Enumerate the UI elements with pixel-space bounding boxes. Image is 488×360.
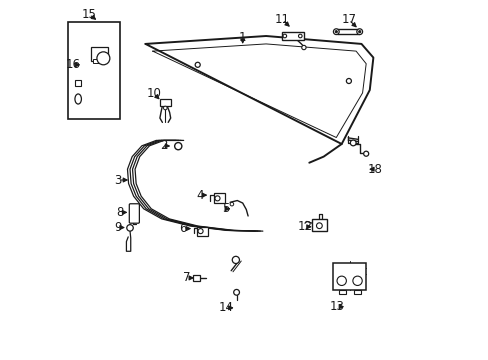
Circle shape xyxy=(195,62,200,67)
Text: 5: 5 xyxy=(222,202,229,215)
Bar xyxy=(197,227,207,236)
Circle shape xyxy=(349,140,355,146)
Circle shape xyxy=(174,143,182,150)
Circle shape xyxy=(230,202,233,206)
Text: 18: 18 xyxy=(366,163,382,176)
Text: 12: 12 xyxy=(297,220,312,233)
Circle shape xyxy=(215,196,220,201)
Bar xyxy=(282,32,303,40)
Bar xyxy=(333,263,365,290)
Circle shape xyxy=(358,31,360,33)
Circle shape xyxy=(356,29,362,35)
Bar xyxy=(353,290,361,294)
FancyBboxPatch shape xyxy=(129,204,139,223)
Bar xyxy=(93,59,100,63)
Bar xyxy=(68,22,120,119)
Circle shape xyxy=(163,106,167,110)
Bar xyxy=(91,47,107,61)
Circle shape xyxy=(316,223,322,229)
Text: 11: 11 xyxy=(274,13,289,26)
Text: 16: 16 xyxy=(66,58,81,71)
Text: 1: 1 xyxy=(239,31,246,44)
Bar xyxy=(338,290,346,294)
Circle shape xyxy=(333,29,339,35)
Circle shape xyxy=(298,34,302,38)
Circle shape xyxy=(346,78,351,84)
Bar xyxy=(337,29,358,34)
Circle shape xyxy=(198,229,203,234)
Circle shape xyxy=(126,225,133,231)
Text: 14: 14 xyxy=(219,301,234,314)
Bar xyxy=(193,275,200,281)
Circle shape xyxy=(97,52,110,65)
Bar xyxy=(311,219,326,231)
Text: 2: 2 xyxy=(160,139,167,152)
Text: 4: 4 xyxy=(197,189,204,202)
Text: 7: 7 xyxy=(183,271,190,284)
Ellipse shape xyxy=(75,94,81,104)
Text: 10: 10 xyxy=(146,87,161,100)
Text: 17: 17 xyxy=(341,13,356,26)
Circle shape xyxy=(335,31,337,33)
Circle shape xyxy=(233,289,239,295)
Text: 13: 13 xyxy=(329,300,344,313)
Text: 8: 8 xyxy=(116,206,124,219)
Circle shape xyxy=(301,45,305,50)
Bar xyxy=(213,193,224,203)
Circle shape xyxy=(352,276,362,285)
Text: 9: 9 xyxy=(114,221,122,234)
Text: 6: 6 xyxy=(179,222,187,235)
Text: 3: 3 xyxy=(114,174,121,186)
Text: 15: 15 xyxy=(81,8,96,21)
Circle shape xyxy=(232,256,239,264)
Bar xyxy=(75,80,81,86)
Circle shape xyxy=(336,276,346,285)
Circle shape xyxy=(363,151,368,156)
Circle shape xyxy=(283,34,286,38)
Bar xyxy=(160,99,170,106)
